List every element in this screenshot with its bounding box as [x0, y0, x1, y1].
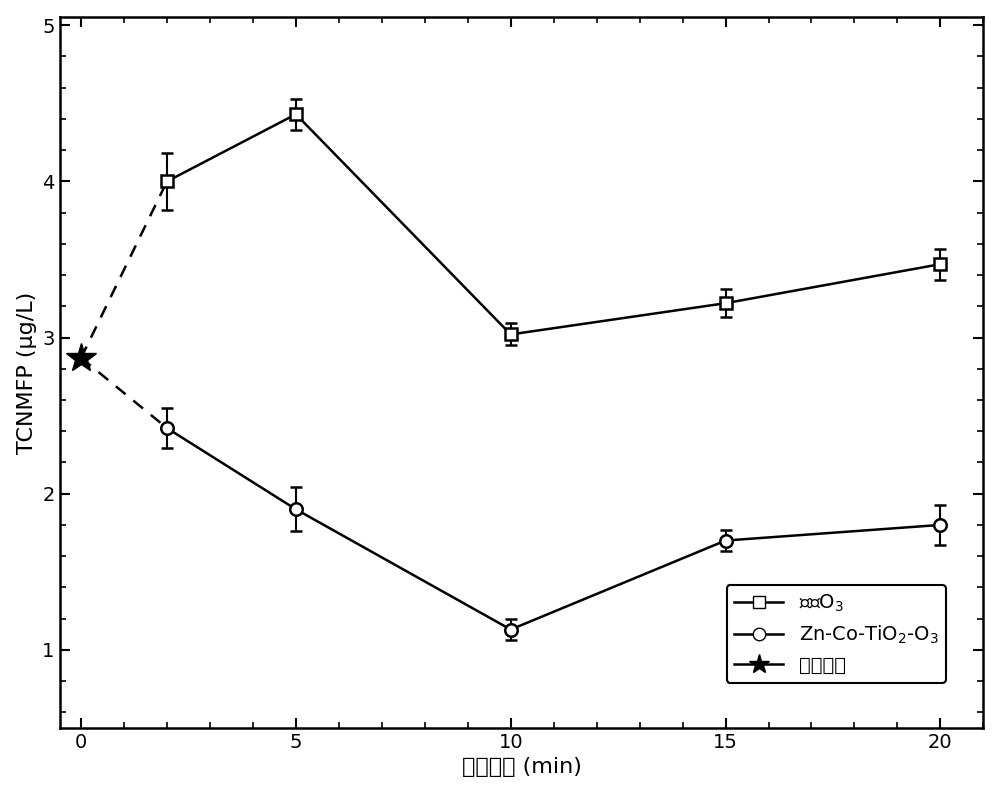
- X-axis label: 反应时间 (min): 反应时间 (min): [462, 757, 581, 777]
- Y-axis label: TCNMFP (μg/L): TCNMFP (μg/L): [17, 291, 37, 454]
- Legend: 单独O$_3$, Zn-Co-TiO$_2$-O$_3$, 直接氯化: 单独O$_3$, Zn-Co-TiO$_2$-O$_3$, 直接氯化: [727, 585, 946, 683]
